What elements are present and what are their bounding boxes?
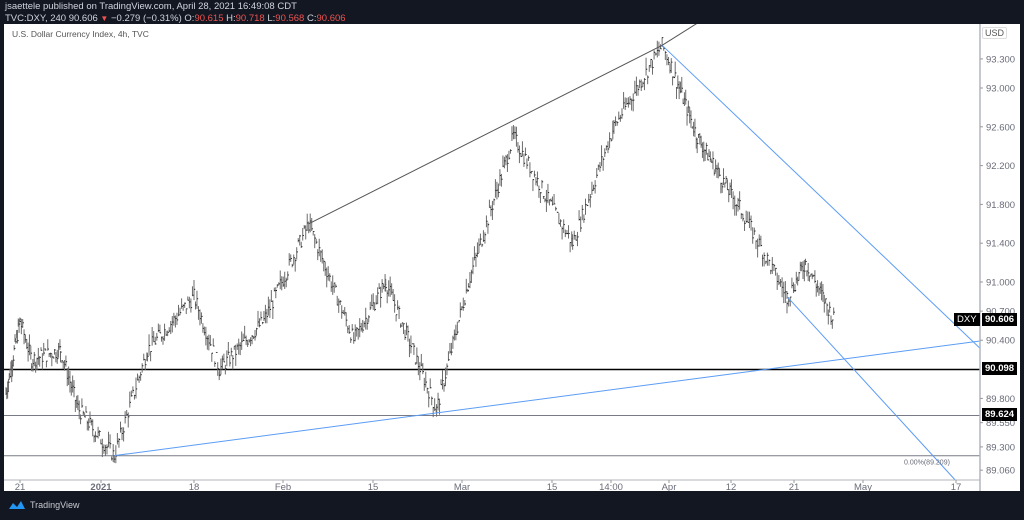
x-tick-label: Feb <box>275 482 291 491</box>
y-tick-label: 90.400 <box>986 336 1015 347</box>
close-value: 90.606 <box>316 13 346 24</box>
y-tick-label: 93.000 <box>986 84 1015 95</box>
chart-title: U.S. Dollar Currency Index, 4h, TVC <box>12 29 149 39</box>
trendline <box>786 296 957 482</box>
x-tick-label: Mar <box>454 482 470 491</box>
down-arrow-icon: ▼ <box>100 14 109 23</box>
x-tick-label: 21 <box>15 482 26 491</box>
x-tick-label: 2021 <box>90 482 112 491</box>
y-tick-label: 89.800 <box>986 394 1015 405</box>
level-tag-89624: 89.624 <box>982 408 1018 421</box>
trendline <box>661 44 1020 388</box>
x-tick-label: 14:00 <box>599 482 623 491</box>
chart-panel[interactable]: 89.060 89.300 89.550 89.800 90.400 90.700 91.0… <box>4 24 1020 491</box>
symbol-ohlc-line: TVC:DXY, 240 90.606 ▼ −0.279 (−0.31%) O:… <box>5 13 346 25</box>
open-label: O: <box>184 13 195 24</box>
y-tick-label: 91.800 <box>986 200 1015 211</box>
x-tick-label: 17 <box>951 482 962 491</box>
x-tick-label: 15 <box>368 482 379 491</box>
y-tick-label: 92.200 <box>986 161 1015 172</box>
x-tick-label: 21 <box>789 482 800 491</box>
y-tick-label: 93.300 <box>986 54 1015 65</box>
y-tick-label: 91.000 <box>986 278 1015 289</box>
x-tick-label: 18 <box>189 482 200 491</box>
fib-label: 0.00%(89.209) <box>904 460 950 467</box>
trendline-extension <box>661 24 697 46</box>
y-tick-label: 89.060 <box>986 466 1015 477</box>
footer-brand[interactable]: TradingView <box>8 500 80 510</box>
last-price-tag: 90.606 <box>982 313 1018 326</box>
brand-label: TradingView <box>30 500 80 510</box>
y-tick-label: 91.400 <box>986 239 1015 250</box>
currency-badge[interactable]: USD <box>982 27 1008 39</box>
trendline <box>114 335 1020 457</box>
tradingview-logo-icon <box>9 501 25 509</box>
change-value: −0.279 (−0.31%) <box>110 13 182 24</box>
y-tick-label: 89.300 <box>986 442 1015 453</box>
y-tick-label: 89.550 <box>986 418 1015 429</box>
low-label: L: <box>267 13 276 24</box>
x-tick-label: 15 <box>547 482 558 491</box>
high-value: 90.718 <box>235 13 265 24</box>
symbol-label: TVC:DXY, 240 <box>5 13 67 24</box>
symbol-tag: DXY <box>954 313 980 326</box>
level-tag-90098: 90.098 <box>982 362 1018 375</box>
last-price: 90.606 <box>68 13 98 24</box>
high-label: H: <box>226 13 236 24</box>
x-tick-label: Apr <box>662 482 677 491</box>
x-tick-label: May <box>854 482 872 491</box>
trendline <box>308 44 663 225</box>
low-value: 90.568 <box>275 13 305 24</box>
publish-info: jsaettele published on TradingView.com, … <box>5 1 297 12</box>
close-label: C: <box>306 13 317 24</box>
open-value: 90.615 <box>194 13 224 24</box>
price-chart[interactable]: 89.060 89.300 89.550 89.800 90.400 90.700 91.0… <box>4 24 1020 491</box>
publish-header: jsaettele published on TradingView.com, … <box>5 1 346 25</box>
x-tick-label: 12 <box>726 482 737 491</box>
y-tick-label: 92.600 <box>986 122 1015 133</box>
y-tick-label: 90.700 <box>986 307 1015 318</box>
ohlc-bars <box>5 37 835 464</box>
